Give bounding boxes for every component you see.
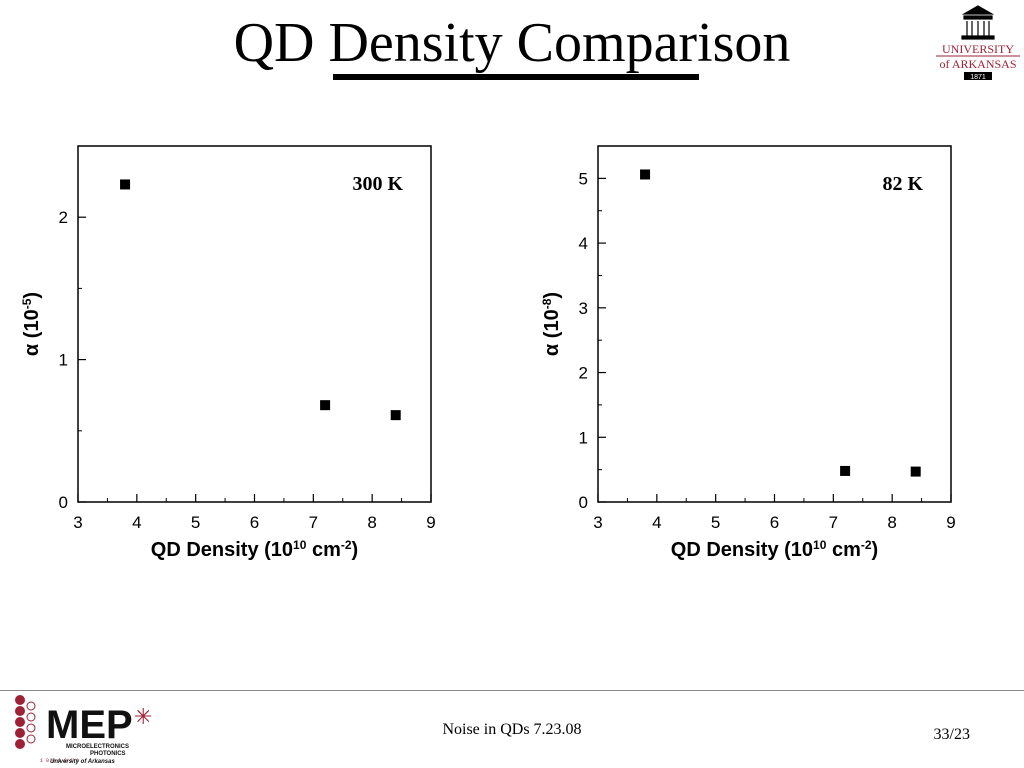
x-tick-label: 9 [426,513,435,532]
mep-university: University of Arkansas [50,759,115,765]
temperature-annotation: 82 K [882,173,923,195]
y-tick-label: 5 [579,169,588,188]
x-tick-label: 8 [367,513,376,532]
mep-binary-digits: 1 0 0 1 0 1 1 [40,758,79,764]
x-tick-label: 4 [652,513,661,532]
footer-text: Noise in QDs 7.23.08 [442,721,582,738]
x-tick-label: 7 [829,513,838,532]
arkansas-wordmark: of ARKANSAS [939,57,1016,71]
data-point [840,465,851,476]
y-axis-label: α (10-5) [20,292,43,356]
y-tick-label: 0 [579,493,588,512]
university-year: 1871 [970,74,986,81]
x-tick-label: 6 [250,513,259,532]
x-tick-label: 9 [946,513,955,532]
x-axis-label: QD Density (1010 cm-2) [151,538,358,561]
x-tick-label: 6 [770,513,779,532]
slide-title: QD Density Comparison [233,12,791,74]
mep-photonics: PHOTONICS [90,751,126,757]
mep-wordmark: MEP [46,703,133,747]
footer-rule [0,690,1024,691]
temperature-annotation: 300 K [352,173,403,195]
mep-logo: 1 0 0 1 0 1 1 MEP ✳ MICROELECTRONICS PHO… [15,695,152,765]
x-tick-label: 8 [887,513,896,532]
y-axis-label: α (10-8) [540,292,563,356]
x-tick-label: 4 [132,513,141,532]
y-tick-label: 0 [59,493,68,512]
page-number: 33/23 [933,726,970,743]
y-tick-label: 3 [579,299,588,318]
data-point [120,179,131,190]
data-point [320,400,331,411]
university-wordmark: UNIVERSITY [942,42,1014,56]
y-tick-label: 2 [59,208,68,227]
data-point [910,466,921,477]
x-tick-label: 3 [593,513,602,532]
x-tick-label: 3 [73,513,82,532]
x-tick-label: 5 [711,513,720,532]
y-tick-label: 1 [59,351,68,370]
y-tick-label: 4 [579,234,588,253]
svg-text:✳: ✳ [134,704,152,729]
y-tick-label: 1 [579,428,588,447]
title-underline [333,74,699,80]
university-of-arkansas-logo: UNIVERSITY of ARKANSAS 1871 [936,5,1020,81]
plot-frame [597,145,952,503]
data-point [390,410,401,421]
x-axis-label: QD Density (1010 cm-2) [671,538,878,561]
mep-microelectronics: MICROELECTRONICS [66,744,129,750]
x-tick-label: 5 [191,513,200,532]
data-point [640,169,651,180]
y-tick-label: 2 [579,364,588,383]
x-tick-label: 7 [309,513,318,532]
